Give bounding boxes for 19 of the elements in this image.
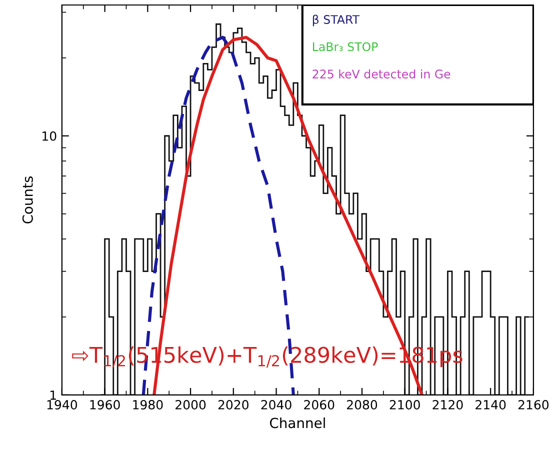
x-tick-label: 2020 [218,400,248,410]
y-tick-label: 1 [50,390,56,400]
x-tick-label: 1960 [90,400,120,410]
annotation: LaBr₃ STOP [312,42,378,52]
x-tick-label: 2040 [261,400,292,410]
x-tick-label: 1980 [133,400,163,410]
x-tick-label: 2100 [390,400,420,410]
x-tick-label: 2160 [518,400,549,410]
x-tick-label: 2080 [347,400,378,410]
annotation: β START [312,14,360,26]
x-tick-label: 2140 [476,400,506,410]
x-tick-label: 2060 [304,400,334,410]
x-tick-label: 1940 [47,400,78,410]
annotation: 225 keV detected in Ge [312,69,450,78]
y-axis-title: Counts [22,176,33,224]
y-tick-label: 10 [42,131,56,141]
x-tick-label: 2120 [432,400,463,410]
x-axis-title: Channel [270,417,325,428]
x-tick-label: 2000 [176,400,206,410]
